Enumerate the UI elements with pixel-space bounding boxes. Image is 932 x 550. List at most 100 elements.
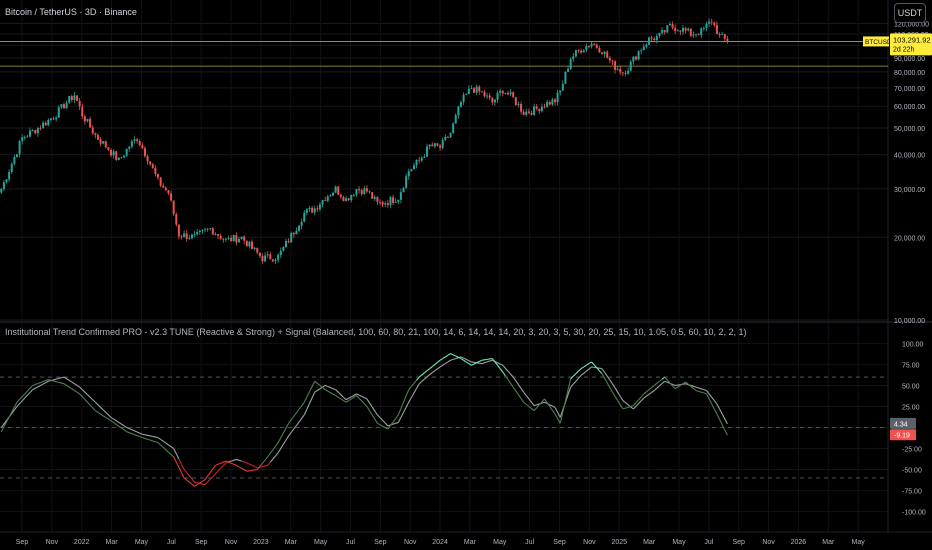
- price-tick-label: 80,000.00: [894, 70, 925, 77]
- osc-segment: [275, 442, 279, 447]
- time-tick-label: May: [135, 539, 149, 546]
- candle-body: [569, 59, 572, 69]
- osc-segment: [100, 406, 104, 411]
- osc-segment: [502, 371, 506, 377]
- candle: [648, 36, 651, 46]
- candle: [692, 31, 695, 39]
- currency-button[interactable]: USDT: [894, 3, 926, 23]
- osc-segment: [617, 400, 621, 406]
- price-tick-label: 30,000.00: [894, 187, 925, 194]
- candle-body: [227, 237, 230, 239]
- candle: [572, 52, 575, 62]
- candle: [136, 138, 139, 144]
- osc-segment: [611, 391, 616, 397]
- osc-segment: [209, 468, 214, 473]
- candle-body: [428, 144, 431, 147]
- candle: [164, 186, 167, 192]
- osc-segment: [442, 363, 446, 366]
- candle-body: [154, 167, 157, 175]
- candle: [31, 129, 34, 132]
- osc-segment: [81, 396, 86, 400]
- time-tick-label: Sep: [553, 539, 566, 546]
- osc-segment: [497, 362, 501, 365]
- osc-segment: [593, 364, 598, 369]
- candle-body: [180, 236, 183, 238]
- candle-body: [708, 21, 711, 24]
- candle-body: [68, 96, 71, 103]
- candle: [601, 52, 604, 55]
- osc-segment: [698, 387, 702, 390]
- osc-tick-label: -100.00: [902, 510, 926, 517]
- osc-segment: [431, 370, 436, 374]
- osc-segment: [282, 427, 287, 434]
- osc-segment: [147, 438, 151, 441]
- osc-segment: [711, 403, 715, 410]
- candle-body: [117, 157, 120, 160]
- candle-body: [373, 196, 376, 199]
- osc-segment: [520, 388, 525, 393]
- candle: [384, 201, 387, 208]
- osc-segment: [267, 453, 271, 458]
- candle-body: [695, 34, 698, 36]
- osc-segment: [601, 373, 606, 379]
- candle: [535, 104, 538, 111]
- candle-body: [554, 99, 556, 103]
- osc-segment: [301, 414, 305, 419]
- osc-segment: [8, 411, 13, 418]
- candle-body: [326, 196, 329, 201]
- candle-body: [240, 236, 243, 239]
- osc-segment: [651, 385, 655, 388]
- osc-segment: [136, 431, 140, 434]
- candle: [57, 105, 60, 118]
- candle: [167, 190, 170, 196]
- candle: [632, 56, 635, 65]
- candle: [146, 154, 149, 165]
- candle-body: [290, 232, 293, 243]
- osc-segment: [123, 425, 127, 428]
- osc-segment: [348, 396, 352, 399]
- candle-body: [52, 118, 55, 120]
- candle-body: [590, 43, 593, 47]
- osc-segment: [646, 389, 650, 393]
- osc-segment: [76, 391, 80, 395]
- osc-segment: [37, 384, 41, 388]
- candle-body: [266, 254, 269, 256]
- osc-segment: [118, 425, 122, 429]
- osc-segment: [246, 462, 250, 465]
- osc-segment: [175, 461, 180, 468]
- candle: [308, 205, 311, 213]
- candle-body: [313, 208, 316, 213]
- time-tick-label: Jul: [704, 539, 713, 546]
- candle: [663, 29, 666, 35]
- candle-body: [634, 56, 637, 60]
- candle: [501, 90, 504, 97]
- osc-segment: [335, 395, 339, 398]
- osc-segment: [552, 405, 556, 408]
- candle: [629, 59, 632, 72]
- time-tick-label: Nov: [404, 539, 417, 546]
- candle-body: [269, 254, 272, 260]
- osc-segment: [471, 363, 475, 366]
- candle-body: [198, 230, 201, 233]
- osc-segment: [113, 422, 117, 425]
- candle-body: [318, 204, 321, 210]
- osc-segment: [105, 416, 109, 420]
- candle-body: [235, 235, 238, 243]
- candle-body: [723, 34, 726, 39]
- candle-body: [415, 159, 418, 166]
- candle-body: [298, 225, 301, 231]
- osc-segment: [719, 408, 723, 415]
- osc-segment: [604, 372, 608, 377]
- candle: [18, 139, 21, 158]
- candle: [598, 45, 601, 53]
- candle: [655, 33, 658, 44]
- osc-segment: [400, 412, 405, 418]
- candle-body: [480, 91, 483, 93]
- osc-segment: [403, 395, 407, 403]
- candle: [486, 92, 489, 100]
- osc-segment: [275, 452, 279, 457]
- osc-segment: [672, 383, 676, 386]
- osc-segment: [207, 472, 211, 477]
- osc-segment: [392, 418, 397, 423]
- osc-tick-label: -75.00: [902, 489, 922, 496]
